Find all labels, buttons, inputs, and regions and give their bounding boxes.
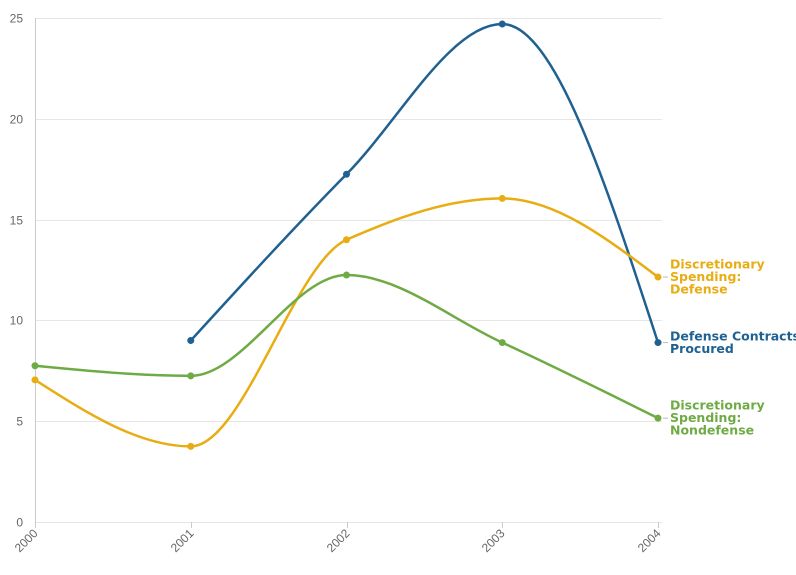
data-point-discretionary_nondefense[interactable] xyxy=(498,339,506,347)
data-point-discretionary_defense[interactable] xyxy=(343,236,350,244)
series-label-discretionary_nondefense: Spending: xyxy=(670,410,741,425)
data-point-discretionary_defense[interactable] xyxy=(31,376,39,384)
x-tick-label: 2001 xyxy=(168,526,197,555)
data-point-discretionary_nondefense[interactable] xyxy=(343,271,350,279)
y-axis-tick-labels: 0 5 10 15 20 25 xyxy=(10,12,24,530)
series-labels: Defense ContractsProcuredDiscretionarySp… xyxy=(663,257,796,438)
y-tick-label: 25 xyxy=(10,12,24,26)
x-tick-label: 2004 xyxy=(635,526,664,555)
series-label-discretionary_defense: Defense xyxy=(670,282,728,297)
grid-lines xyxy=(35,18,662,523)
y-tick-label: 5 xyxy=(16,415,23,429)
series-label-discretionary_nondefense: Nondefense xyxy=(670,423,754,438)
series-line-discretionary_nondefense xyxy=(33,273,660,420)
data-point-defense_contracts[interactable] xyxy=(187,337,195,345)
y-tick-label: 20 xyxy=(10,113,24,127)
series-group xyxy=(31,20,662,450)
data-point-defense_contracts[interactable] xyxy=(343,170,350,178)
series-label-discretionary_nondefense: Discretionary xyxy=(670,398,765,413)
data-point-discretionary_defense[interactable] xyxy=(498,194,506,202)
series-line-defense_contracts xyxy=(189,22,660,344)
y-tick-label: 15 xyxy=(10,214,24,228)
y-tick-label: 0 xyxy=(16,516,23,530)
series-line-discretionary_defense xyxy=(33,197,660,448)
data-point-discretionary_nondefense[interactable] xyxy=(187,372,195,380)
data-point-defense_contracts[interactable] xyxy=(498,20,506,28)
series-label-discretionary_defense: Spending: xyxy=(670,269,741,284)
data-point-discretionary_nondefense[interactable] xyxy=(31,362,39,370)
series-label-discretionary_defense: Discretionary xyxy=(670,257,765,272)
data-point-discretionary_nondefense[interactable] xyxy=(654,414,662,422)
x-tick-label: 2000 xyxy=(12,526,41,555)
x-tick-label: 2003 xyxy=(479,526,508,555)
y-tick-label: 10 xyxy=(10,314,24,328)
data-point-discretionary_defense[interactable] xyxy=(187,442,195,450)
series-label-defense_contracts: Defense Contracts xyxy=(670,328,796,343)
data-point-defense_contracts[interactable] xyxy=(654,339,662,347)
x-tick-label: 2002 xyxy=(324,526,353,555)
series-label-defense_contracts: Procured xyxy=(670,341,734,356)
x-axis: 2000 2001 2002 2003 2004 xyxy=(12,522,664,555)
data-point-discretionary_defense[interactable] xyxy=(654,273,662,281)
